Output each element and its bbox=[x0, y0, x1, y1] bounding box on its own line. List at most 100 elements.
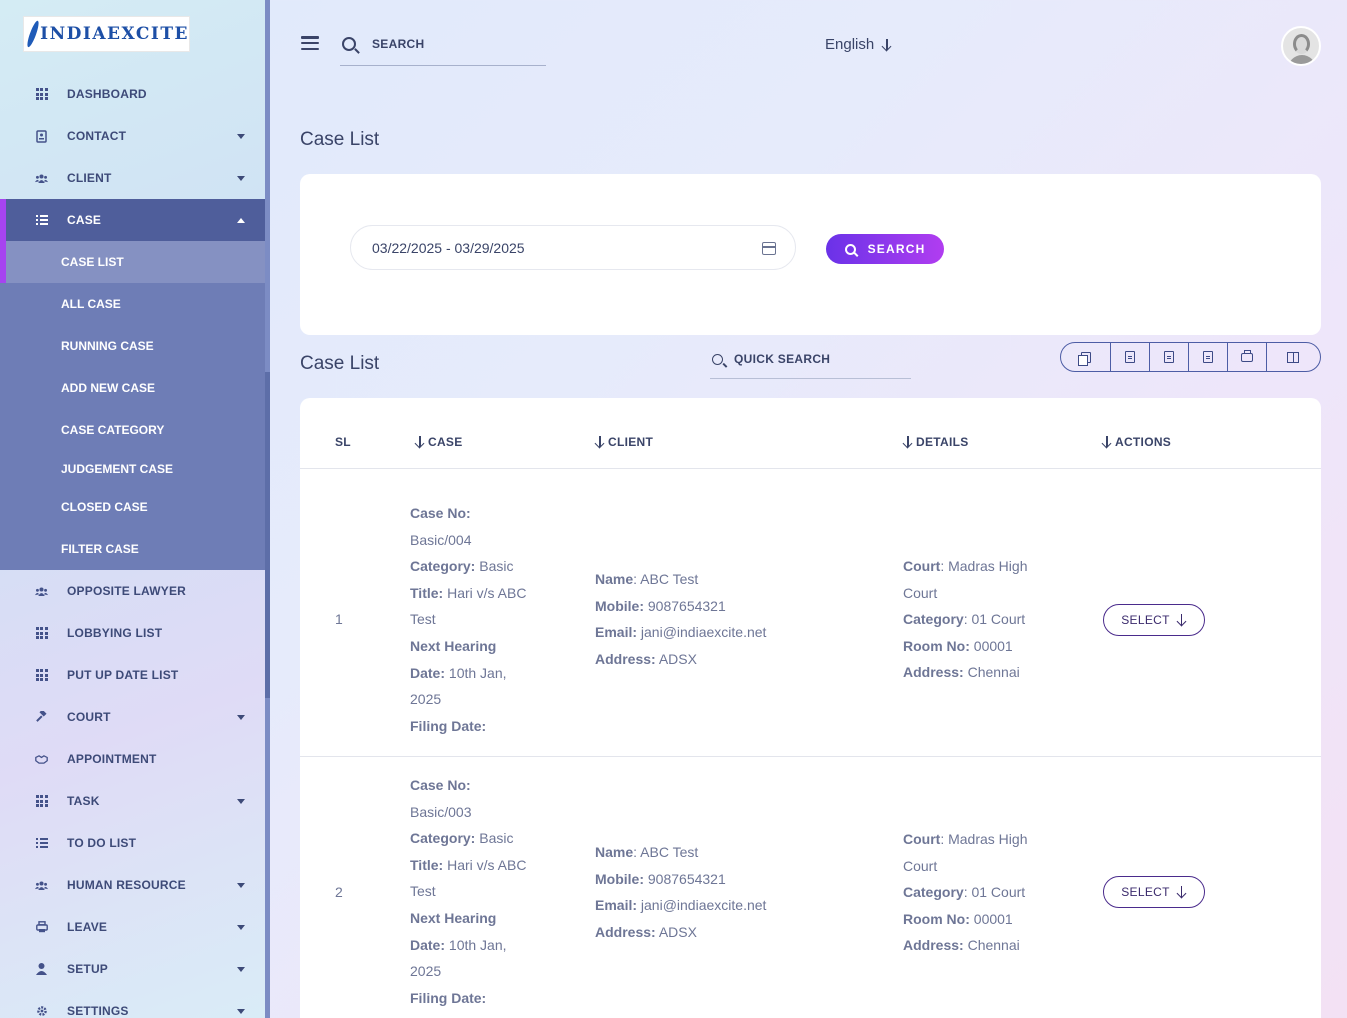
search-icon bbox=[712, 353, 723, 365]
submenu-item-running-case[interactable]: RUNNING CASE bbox=[61, 339, 154, 353]
submenu-item-closed-case[interactable]: CLOSED CASE bbox=[61, 500, 148, 514]
sidebar-item-to-do-list[interactable]: TO DO LIST bbox=[0, 822, 265, 864]
sort-arrow-icon bbox=[595, 435, 604, 447]
sort-arrow-icon bbox=[903, 435, 912, 447]
sidebar-item-label: LOBBYING LIST bbox=[67, 626, 163, 640]
sidebar-item-label: TO DO LIST bbox=[67, 836, 137, 850]
column-header-sl[interactable]: SL bbox=[335, 435, 351, 449]
sidebar-item-label: LEAVE bbox=[67, 920, 108, 934]
sidebar-item-court[interactable]: COURT bbox=[0, 696, 265, 738]
row-sl: 2 bbox=[335, 884, 343, 900]
submenu-item-filter-case[interactable]: FILTER CASE bbox=[61, 542, 139, 556]
list-title: Case List bbox=[300, 353, 380, 374]
arrow-down-icon bbox=[1177, 614, 1187, 626]
date-range-input[interactable]: 03/22/2025 - 03/29/2025 bbox=[350, 225, 796, 270]
sidebar-item-put-up-date-list[interactable]: PUT UP DATE LIST bbox=[0, 654, 265, 696]
sidebar-item-task[interactable]: TASK bbox=[0, 780, 265, 822]
details-cell: Court: Madras High Court Category: 01 Co… bbox=[903, 558, 1028, 681]
details-cell: Court: Madras High Court Category: 01 Co… bbox=[903, 831, 1028, 954]
sidebar-item-human-resource[interactable]: HUMAN RESOURCE bbox=[0, 864, 265, 906]
printer-icon bbox=[35, 921, 48, 934]
grid-icon bbox=[35, 88, 48, 101]
excel-icon bbox=[1125, 351, 1136, 363]
sidebar-item-label: CLIENT bbox=[67, 171, 112, 185]
sidebar-item-label: SETUP bbox=[67, 962, 109, 976]
csv-button[interactable] bbox=[1150, 343, 1190, 371]
grid-icon bbox=[35, 795, 48, 808]
sidebar-item-appointment[interactable]: APPOINTMENT bbox=[0, 738, 265, 780]
select-action-button[interactable]: SELECT bbox=[1103, 876, 1205, 908]
sidebar-item-label: OPPOSITE LAWYER bbox=[67, 584, 187, 598]
grid-icon bbox=[35, 669, 48, 682]
sidebar-item-label: SETTINGS bbox=[67, 1004, 129, 1018]
sidebar-item-setup[interactable]: SETUP bbox=[0, 948, 265, 990]
quick-search bbox=[710, 340, 911, 379]
column-header-case[interactable]: CASE bbox=[415, 435, 463, 449]
header-search bbox=[340, 28, 546, 66]
columns-icon bbox=[1287, 351, 1300, 363]
header-search-input[interactable] bbox=[372, 36, 532, 51]
pdf-button[interactable] bbox=[1189, 343, 1228, 371]
caret-down-icon bbox=[237, 176, 245, 181]
submenu-item-case-category[interactable]: CASE CATEGORY bbox=[61, 423, 165, 437]
submenu-item-case-list[interactable]: CASE LIST bbox=[0, 241, 265, 283]
main-content: English Case List 03/22/2025 - 03/29/202… bbox=[270, 0, 1347, 1018]
sidebar-item-settings[interactable]: SETTINGS bbox=[0, 990, 265, 1018]
column-header-actions[interactable]: ACTIONS bbox=[1102, 435, 1171, 449]
arrow-down-icon bbox=[1177, 886, 1187, 898]
sidebar-item-client[interactable]: CLIENT bbox=[0, 157, 265, 199]
sidebar-item-opposite-lawyer[interactable]: OPPOSITE LAWYER bbox=[0, 570, 265, 612]
search-button[interactable]: SEARCH bbox=[826, 234, 944, 264]
sidebar-menu: DASHBOARD CONTACT CLIENT CASE CASE LIST … bbox=[0, 73, 265, 1018]
brand-name: INDIAEXCITE bbox=[40, 24, 189, 44]
sidebar-item-label: TASK bbox=[67, 794, 100, 808]
table-row: 2 Case No: Basic/003 Category: Basic Tit… bbox=[300, 757, 1321, 1018]
table-row: 1 Case No: Basic/004 Category: Basic Tit… bbox=[300, 469, 1321, 757]
sidebar-item-dashboard[interactable]: DASHBOARD bbox=[0, 73, 265, 115]
column-visibility-button[interactable] bbox=[1267, 343, 1320, 371]
column-header-client[interactable]: CLIENT bbox=[595, 435, 653, 449]
print-button[interactable] bbox=[1228, 343, 1267, 371]
submenu-item-judgement-case[interactable]: JUDGEMENT CASE bbox=[61, 461, 174, 476]
menu-toggle-icon[interactable] bbox=[301, 36, 319, 50]
sidebar-scrollbar[interactable] bbox=[265, 372, 270, 698]
sidebar-item-label: CONTACT bbox=[67, 129, 127, 143]
sidebar-item-label: APPOINTMENT bbox=[67, 752, 157, 766]
gear-icon bbox=[35, 1005, 48, 1018]
case-table: SL CASE CLIENT DETAILS ACTIONS 1 Case No… bbox=[300, 398, 1321, 1018]
sidebar-item-leave[interactable]: LEAVE bbox=[0, 906, 265, 948]
search-icon bbox=[342, 36, 356, 51]
copy-button[interactable] bbox=[1061, 343, 1112, 371]
sidebar-item-contact[interactable]: CONTACT bbox=[0, 115, 265, 157]
sidebar-item-label: HUMAN RESOURCE bbox=[67, 878, 186, 892]
sidebar-item-lobbying-list[interactable]: LOBBYING LIST bbox=[0, 612, 265, 654]
select-action-button[interactable]: SELECT bbox=[1103, 604, 1205, 636]
sidebar: INDIAEXCITE DASHBOARD CONTACT CLIENT CAS… bbox=[0, 0, 265, 1018]
sidebar-item-case[interactable]: CASE bbox=[0, 199, 265, 241]
search-icon bbox=[844, 243, 856, 255]
submenu-item-all-case[interactable]: ALL CASE bbox=[61, 297, 121, 311]
quick-search-input[interactable] bbox=[734, 352, 904, 366]
csv-icon bbox=[1164, 351, 1175, 363]
arrow-down-icon bbox=[882, 38, 892, 51]
brand-mark-icon bbox=[25, 19, 41, 49]
language-selector[interactable]: English bbox=[825, 36, 892, 53]
brand-logo[interactable]: INDIAEXCITE bbox=[23, 16, 190, 52]
submenu-item-add-new-case[interactable]: ADD NEW CASE bbox=[61, 381, 156, 395]
calendar-icon[interactable] bbox=[762, 242, 776, 255]
table-header: SL CASE CLIENT DETAILS ACTIONS bbox=[300, 398, 1321, 469]
client-cell: Name: ABC Test Mobile: 9087654321 Email:… bbox=[595, 844, 767, 940]
column-header-details[interactable]: DETAILS bbox=[903, 435, 969, 449]
case-cell: Case No: Basic/004 Category: Basic Title… bbox=[410, 505, 527, 734]
client-cell: Name: ABC Test Mobile: 9087654321 Email:… bbox=[595, 571, 767, 667]
user-avatar[interactable] bbox=[1281, 26, 1321, 66]
search-button-label: SEARCH bbox=[867, 242, 926, 256]
caret-down-icon bbox=[237, 925, 245, 930]
caret-down-icon bbox=[237, 715, 245, 720]
sidebar-item-label: DASHBOARD bbox=[67, 87, 147, 101]
excel-button[interactable] bbox=[1111, 343, 1151, 371]
language-label: English bbox=[825, 36, 875, 53]
caret-down-icon bbox=[237, 799, 245, 804]
case-cell: Case No: Basic/003 Category: Basic Title… bbox=[410, 777, 527, 1006]
caret-up-icon bbox=[237, 218, 245, 223]
